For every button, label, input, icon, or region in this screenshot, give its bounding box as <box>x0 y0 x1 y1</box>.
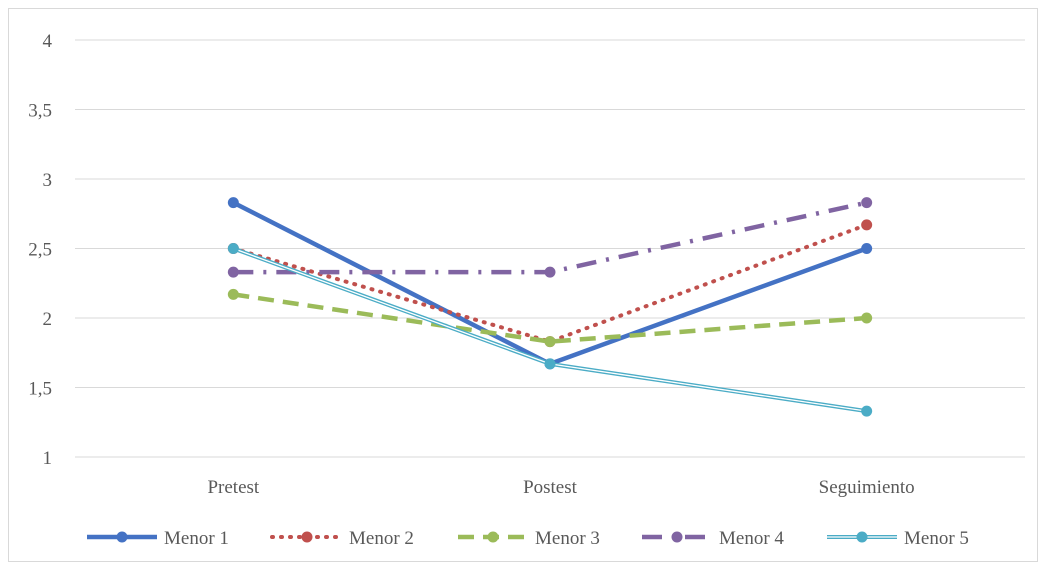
data-point-1-3 <box>861 243 873 254</box>
y-tick-label-4: 3 <box>43 170 53 191</box>
series-5 <box>227 243 873 417</box>
legend-item-1: Menor 1 <box>87 528 229 549</box>
legend-marker-2 <box>301 531 313 543</box>
series-3 <box>227 288 873 348</box>
legend-label-2: Menor 2 <box>349 528 414 549</box>
x-tick-label-1: Postest <box>523 477 578 498</box>
legend-marker-3 <box>487 531 499 543</box>
y-axis-ticks: 1 1,5 2 2,5 3 3,5 4 <box>28 31 52 469</box>
data-point-4-1 <box>227 266 239 278</box>
legend-item-2: Menor 2 <box>270 528 414 549</box>
data-point-5-2 <box>544 358 556 370</box>
y-tick-label-2: 2 <box>43 309 53 330</box>
y-tick-label-0: 1 <box>43 448 53 469</box>
data-point-5-1 <box>227 243 239 254</box>
legend-marker-1 <box>116 531 128 543</box>
x-axis-ticks: Pretest Postest Seguimiento <box>207 477 914 498</box>
data-point-4-2 <box>544 266 556 278</box>
y-tick-label-1: 1,5 <box>28 379 52 400</box>
data-point-1-1 <box>227 197 239 209</box>
x-tick-label-2: Seguimiento <box>819 477 915 498</box>
x-tick-label-0: Pretest <box>207 477 259 498</box>
series-lines <box>227 197 873 417</box>
legend: Menor 1 Menor 2 Menor 3 Menor 4 Menor 5 <box>87 528 969 549</box>
legend-label-3: Menor 3 <box>535 528 600 549</box>
data-point-2-3 <box>861 219 873 231</box>
series-line-4 <box>233 200 868 275</box>
legend-item-4: Menor 4 <box>642 528 784 549</box>
chart-frame <box>8 8 1038 562</box>
y-tick-label-5: 3,5 <box>28 101 52 122</box>
data-point-4-3 <box>861 197 873 209</box>
data-point-3-3 <box>861 312 873 324</box>
gridlines <box>75 39 1025 458</box>
legend-item-5: Menor 5 <box>827 528 969 549</box>
legend-label-5: Menor 5 <box>904 528 969 549</box>
series-line-2 <box>231 222 869 344</box>
data-point-3-1 <box>227 288 239 300</box>
legend-marker-4 <box>671 531 683 543</box>
data-point-5-3 <box>861 405 873 417</box>
data-point-3-2 <box>544 336 556 348</box>
legend-marker-5 <box>856 531 868 543</box>
series-line-3 <box>233 292 867 344</box>
series-4 <box>227 197 873 278</box>
legend-item-3: Menor 3 <box>458 528 600 549</box>
y-tick-label-6: 4 <box>43 31 53 52</box>
legend-label-1: Menor 1 <box>164 528 229 549</box>
legend-label-4: Menor 4 <box>719 528 784 549</box>
y-tick-label-3: 2,5 <box>28 240 52 261</box>
